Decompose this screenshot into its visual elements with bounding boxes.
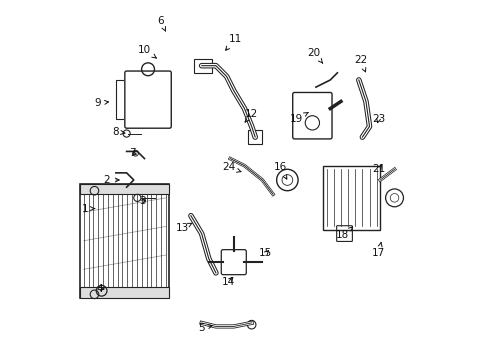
Text: 7: 7 [128, 148, 136, 158]
Text: 20: 20 [307, 48, 322, 63]
Text: 21: 21 [371, 164, 384, 174]
Text: 13: 13 [175, 223, 191, 233]
Text: 15: 15 [259, 248, 272, 258]
Text: 12: 12 [244, 109, 258, 122]
FancyBboxPatch shape [80, 184, 169, 194]
Text: 22: 22 [353, 55, 366, 72]
Text: 17: 17 [371, 243, 384, 258]
Text: 8: 8 [112, 127, 124, 137]
Text: 19: 19 [289, 112, 307, 124]
Text: 4: 4 [96, 284, 104, 294]
Text: 14: 14 [222, 277, 235, 287]
Text: 23: 23 [371, 114, 384, 124]
Text: 11: 11 [225, 34, 242, 50]
Text: 18: 18 [335, 227, 352, 240]
FancyBboxPatch shape [80, 287, 169, 298]
Text: 3: 3 [139, 197, 146, 206]
Text: 6: 6 [157, 16, 165, 31]
Text: 1: 1 [82, 203, 94, 213]
Text: 5: 5 [198, 323, 212, 333]
Text: 16: 16 [273, 162, 286, 179]
Text: 10: 10 [138, 45, 156, 58]
Text: 9: 9 [95, 98, 108, 108]
Text: 24: 24 [222, 162, 241, 172]
Text: 2: 2 [103, 175, 119, 185]
